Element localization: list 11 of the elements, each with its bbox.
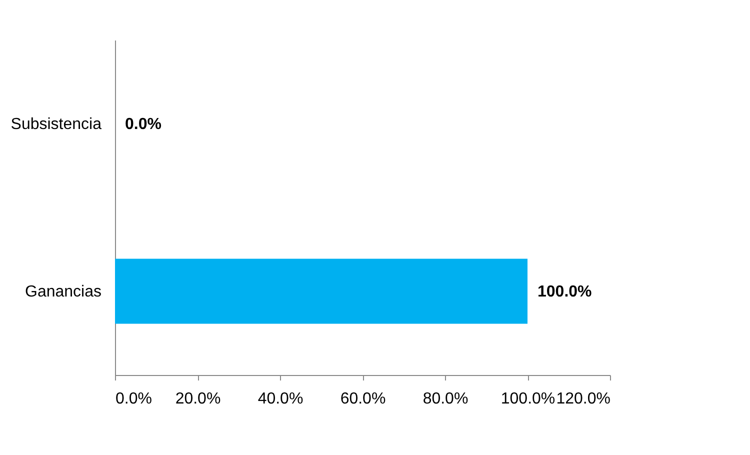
data-label: 0.0% [125, 116, 162, 133]
y-tick-label: Ganancias [25, 283, 102, 300]
x-tick-label: 60.0% [340, 390, 386, 408]
x-tick-label: 80.0% [422, 390, 468, 408]
x-tick-label: 20.0% [175, 390, 221, 408]
y-tick-label: Subsistencia [10, 116, 102, 133]
x-tick-label: 40.0% [258, 390, 304, 408]
x-tick-label: 100.0% [500, 390, 556, 408]
x-tick-label: 120.0% [556, 390, 610, 408]
data-label: 100.0% [538, 283, 592, 300]
x-tick-label: 0.0% [116, 390, 152, 408]
